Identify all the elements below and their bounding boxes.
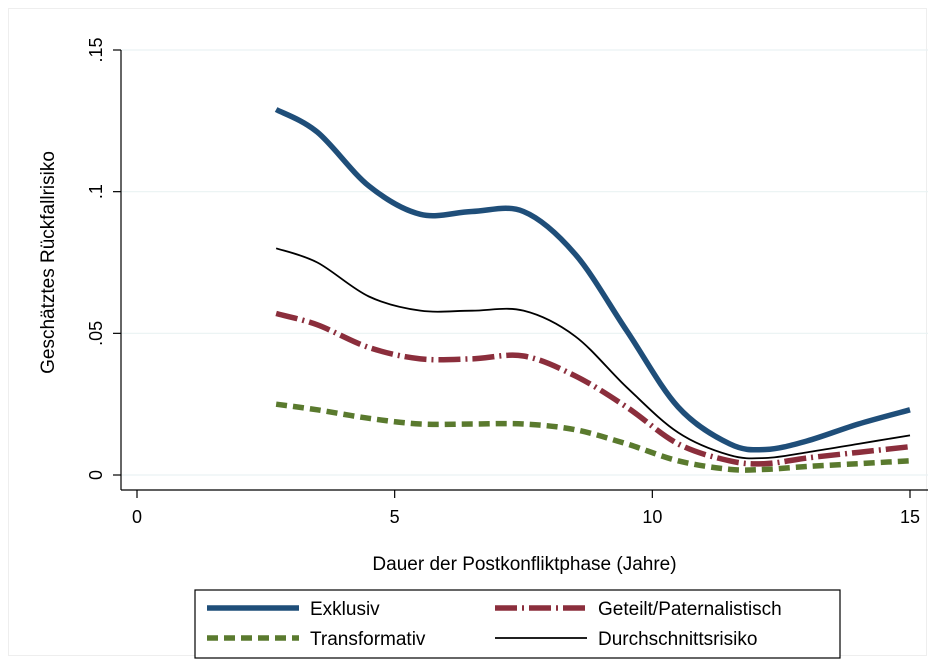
series-line-durchschnittsrisiko	[275, 247, 911, 460]
legend: Exklusiv Geteilt/Paternalistisch Transform…	[194, 589, 841, 659]
grid-layer	[121, 49, 928, 476]
y-axis-title: Geschätztes Rückfallrisiko	[38, 151, 59, 374]
legend-box	[194, 589, 841, 659]
series-line-transformativ	[275, 401, 911, 473]
x-axis-title: Dauer der Postkonfliktphase (Jahre)	[372, 554, 676, 575]
x-tick-label-1: 5	[390, 507, 400, 527]
y-tick-label-3: .15	[86, 37, 106, 62]
x-tick-label-0: 0	[132, 507, 142, 527]
legend-label-durchschnittsrisiko: Durchschnittsrisiko	[598, 629, 757, 650]
series-line-exklusiv	[274, 107, 911, 453]
x-tick-label-2: 10	[642, 507, 662, 527]
y-tick-label-1: .05	[86, 321, 106, 346]
series-layer	[274, 107, 911, 473]
axes-layer: 0 .05 .1 .15 0 5 10 15	[86, 37, 928, 527]
series-line-geteilt-paternalistisch	[275, 310, 911, 467]
legend-label-transformativ: Transformativ	[310, 629, 426, 650]
legend-label-geteilt-paternalistisch: Geteilt/Paternalistisch	[598, 599, 782, 620]
legend-label-exklusiv: Exklusiv	[310, 599, 380, 620]
y-tick-label-0: 0	[86, 470, 106, 480]
y-tick-label-2: .1	[86, 184, 106, 199]
x-tick-label-3: 15	[900, 507, 920, 527]
